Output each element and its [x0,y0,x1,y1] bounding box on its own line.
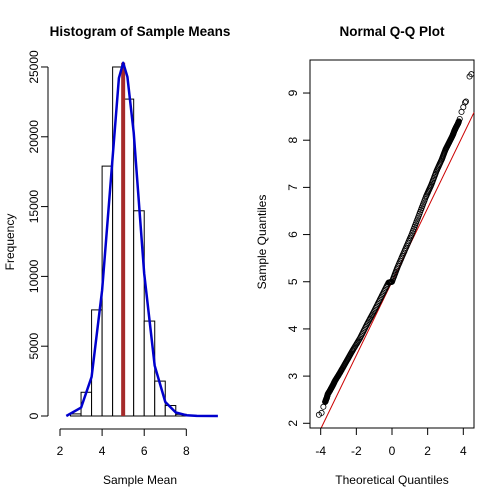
qq-x-tick-label: -4 [315,444,326,458]
histogram-x-tick-label: 6 [141,444,148,458]
qq-y-tick-label: 2 [286,420,300,427]
histogram-x-axis: 2 4 6 8 [57,428,190,458]
histogram-y-tick-label: 15000 [27,190,41,224]
histogram-y-axis: 0 5000 10000 15000 20000 25000 [27,50,49,419]
qq-panel: Normal Q-Q Plot -4 -2 0 2 4 2 3 4 5 6 7 8 9 Theoret… [255,24,475,487]
qq-point [456,115,463,122]
density-curve-group [65,61,218,418]
histogram-y-tick-label: 25000 [27,50,41,84]
histogram-y-tick-label: 10000 [27,259,41,293]
qq-point [318,409,325,416]
qq-point [468,71,475,78]
qq-title: Normal Q-Q Plot [339,24,445,39]
histogram-x-tick-label: 4 [99,444,106,458]
qq-y-tick-label: 9 [286,89,300,96]
density-curve [65,61,218,418]
qq-y-tick-label: 6 [286,231,300,238]
qq-x-tick-label: -2 [351,444,362,458]
qq-points [315,71,475,418]
histogram-bar [101,165,114,417]
histogram-bars [70,66,187,417]
qq-point [462,98,469,105]
qq-y-label: Sample Quantiles [255,195,269,290]
histogram-y-tick-label: 20000 [27,120,41,154]
histogram-bar [143,320,156,417]
qq-y-axis: 2 3 4 5 6 7 8 9 [286,89,310,427]
histogram-y-tick-label: 5000 [27,333,41,360]
qq-y-tick-label: 8 [286,137,300,144]
qq-y-tick-label: 3 [286,372,300,379]
qq-y-tick-label: 5 [286,278,300,285]
histogram-panel: Histogram of Sample Means 2 4 6 8 0 5000 1000… [3,24,230,487]
qq-x-axis: -4 -2 0 2 4 [315,427,467,458]
qq-x-label: Theoretical Quantiles [335,473,448,487]
histogram-x-label: Sample Mean [103,473,177,487]
qq-x-tick-label: 0 [389,444,396,458]
qq-x-tick-label: 4 [460,444,467,458]
qq-point [462,99,469,106]
histogram-y-tick-label: 0 [27,412,41,419]
histogram-x-tick-label: 2 [57,444,64,458]
histogram-title: Histogram of Sample Means [50,24,231,39]
histogram-y-label: Frequency [3,214,17,271]
histogram-x-tick-label: 8 [183,444,190,458]
qq-x-tick-label: 2 [424,444,431,458]
histogram-bar [70,413,82,417]
qq-y-tick-label: 7 [286,184,300,191]
qq-plot-box [309,59,475,429]
qq-y-tick-label: 4 [286,325,300,332]
